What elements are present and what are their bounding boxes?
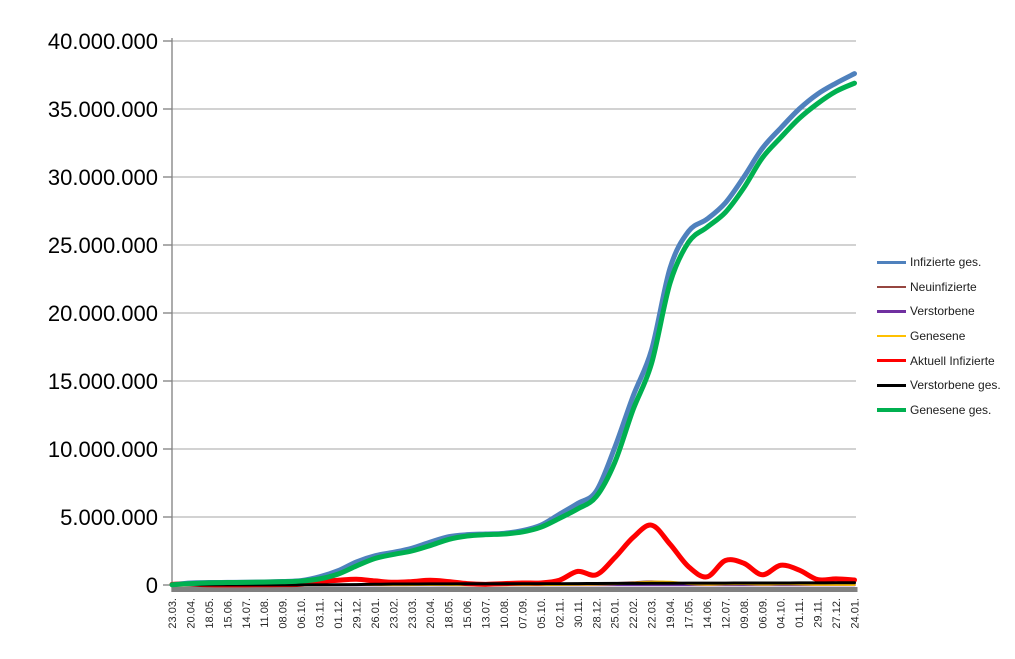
y-axis-label: 5.000.000 (60, 505, 158, 530)
legend-line-swatch (877, 260, 906, 265)
x-axis-label: 04.10. (776, 598, 788, 629)
y-axis-label: 15.000.000 (48, 369, 158, 394)
y-axis-label: 25.000.000 (48, 233, 158, 258)
x-axis-label: 19.04. (665, 598, 677, 629)
legend-label: Aktuell Infizierte (910, 353, 995, 368)
legend-line-swatch (877, 285, 906, 289)
legend-label: Genesene (910, 329, 966, 344)
x-axis-label: 23.02. (388, 598, 400, 629)
legend-label: Neuinfizierte (910, 279, 977, 294)
x-axis-label: 22.02. (628, 598, 640, 629)
x-axis-label: 11.08. (259, 598, 271, 628)
x-axis-label: 30.11. (573, 598, 585, 628)
x-axis-label: 07.09. (517, 598, 529, 629)
x-axis-label: 06.09. (757, 598, 769, 629)
x-axis-label: 23.03. (407, 598, 419, 629)
y-axis-label: 30.000.000 (48, 165, 158, 190)
x-axis-label: 10.08. (499, 598, 511, 629)
x-axis-label: 20.04. (185, 598, 197, 629)
x-axis-line (172, 587, 858, 592)
x-axis-label: 15.06. (462, 598, 474, 629)
x-axis-label: 29.11. (813, 598, 825, 628)
legend-label: Verstorbene (910, 304, 975, 319)
x-axis-label: 08.09. (278, 598, 290, 629)
legend-label: Infizierte ges. (910, 255, 982, 270)
legend: Infizierte ges. Neuinfizierte Verstorbene G… (877, 250, 1001, 422)
x-axis-label: 23.03. (167, 598, 179, 629)
legend-item-verstorbene: Verstorbene (877, 299, 1001, 324)
x-axis-label: 06.10. (296, 598, 308, 629)
y-axis-label: 10.000.000 (48, 437, 158, 462)
legend-label: Verstorbene ges. (910, 378, 1001, 393)
legend-item-infizierte-ges: Infizierte ges. (877, 250, 1001, 275)
x-axis-label: 09.08. (739, 598, 751, 629)
x-axis-label: 28.12. (591, 598, 603, 629)
x-axis-label: 24.01. (850, 598, 862, 629)
legend-item-verstorbene-ges: Verstorbene ges. (877, 373, 1001, 398)
x-axis-label: 14.07. (241, 598, 253, 629)
x-axis-label: 18.05. (204, 598, 216, 629)
x-axis-label: 15.06. (222, 598, 234, 629)
series-line-verstorbene-ges (170, 581, 856, 587)
x-axis-label: 12.07. (720, 598, 732, 629)
legend-item-genesene: Genesene (877, 324, 1001, 349)
series-line-infizierte-ges (169, 71, 857, 588)
legend-item-genesene-ges: Genesene ges. (877, 398, 1001, 423)
x-axis-label: 02.11. (554, 598, 566, 628)
legend-line-swatch (877, 310, 906, 313)
x-axis-label: 14.06. (702, 598, 714, 629)
series-line-genesene-ges (169, 80, 857, 588)
legend-line-swatch (877, 408, 906, 412)
x-axis-label: 13.07. (481, 598, 493, 629)
x-axis-label: 03.11. (315, 598, 327, 628)
x-axis-label: 01.12. (333, 598, 345, 629)
y-axis-label: 20.000.000 (48, 301, 158, 326)
legend-line-swatch (877, 358, 906, 363)
y-axis-label: 0 (146, 573, 158, 598)
x-axis-label: 22.03. (647, 598, 659, 629)
x-axis-label: 01.11. (794, 598, 806, 628)
y-axis-label: 40.000.000 (48, 29, 158, 54)
legend-label: Genesene ges. (910, 402, 992, 417)
legend-line-swatch (877, 383, 906, 387)
x-axis-label: 18.05. (444, 598, 456, 629)
x-axis-label: 17.05. (683, 598, 695, 629)
legend-line-swatch (877, 334, 906, 338)
x-axis-label: 05.10. (536, 598, 548, 629)
x-axis-label: 29.12. (351, 598, 363, 629)
legend-item-neuinfizierte: Neuinfizierte (877, 275, 1001, 300)
x-axis-label: 26.01. (370, 598, 382, 629)
y-axis-label: 35.000.000 (48, 97, 158, 122)
x-axis-label: 20.04. (425, 598, 437, 629)
x-axis-label: 27.12. (831, 598, 843, 629)
legend-item-aktuell-infizierte: Aktuell Infizierte (877, 348, 1001, 373)
x-axis-label: 25.01. (610, 598, 622, 629)
